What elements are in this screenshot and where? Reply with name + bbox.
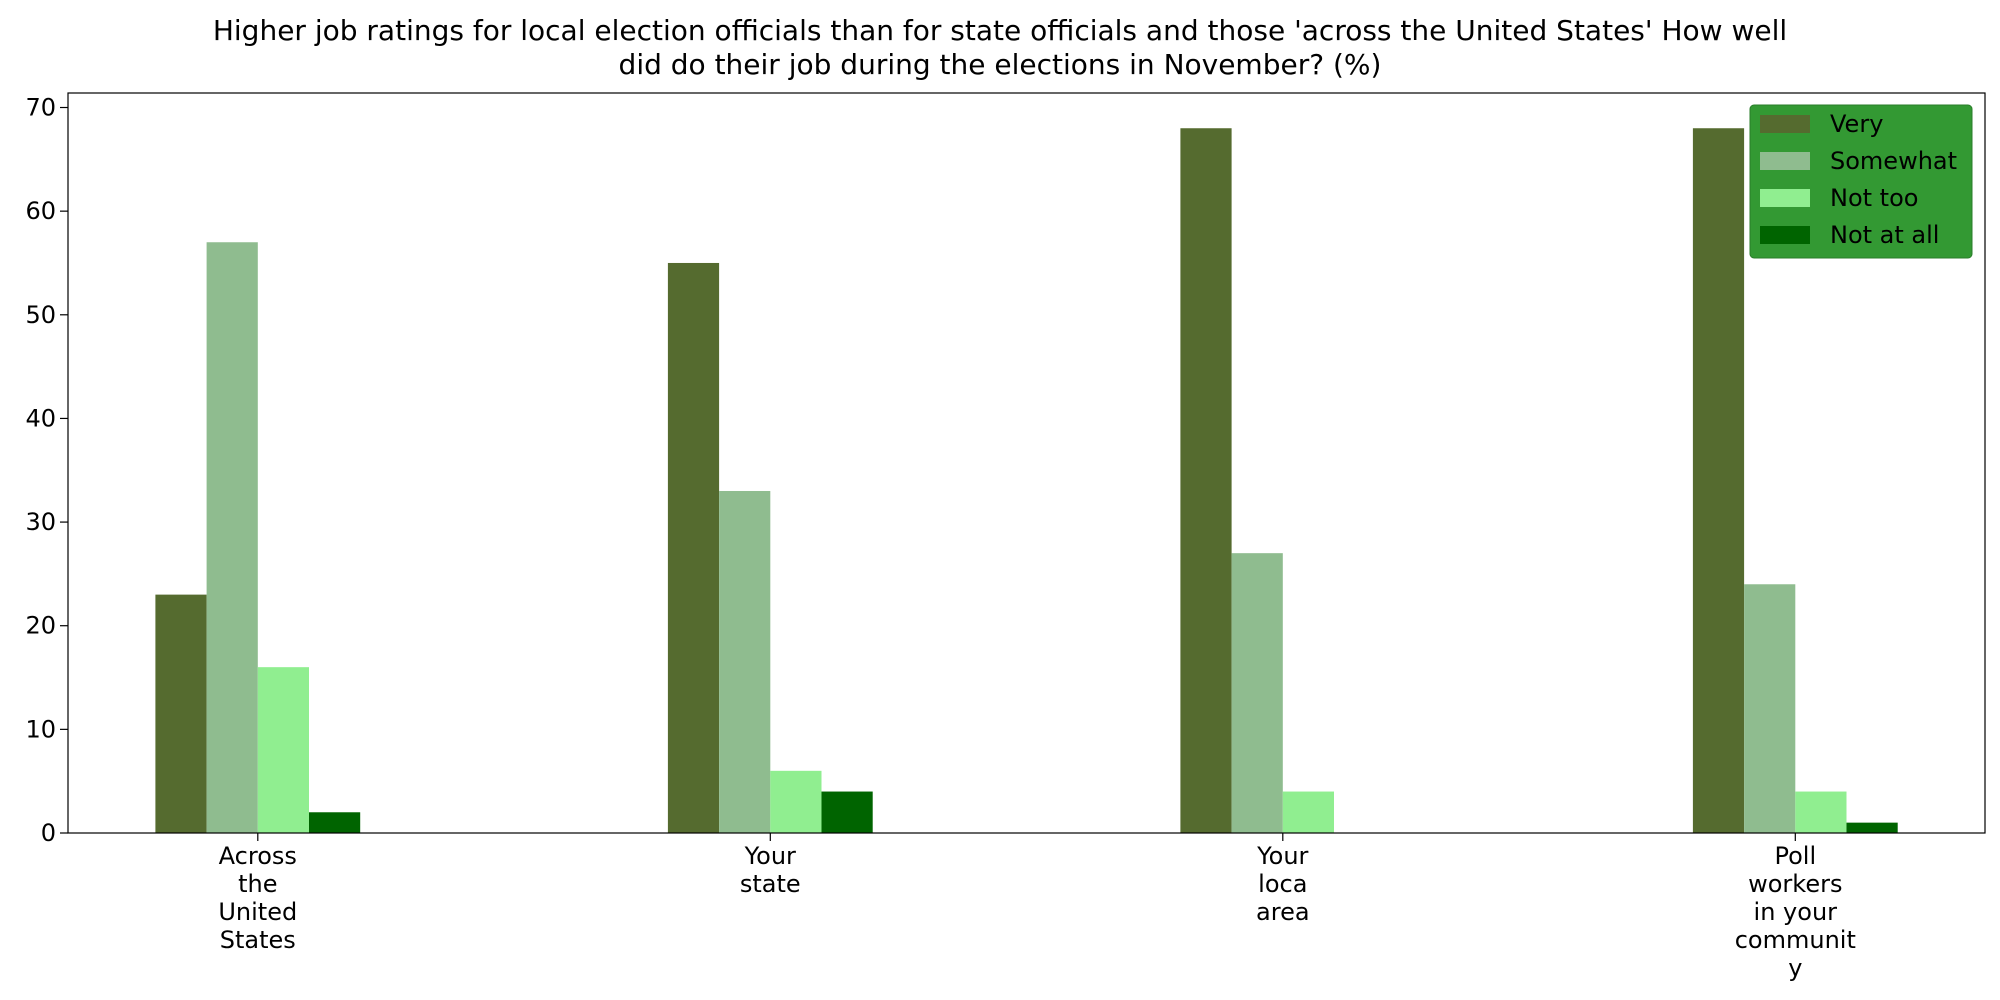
legend: Very Somewhat Not too Not at all bbox=[1749, 104, 1973, 259]
y-tick-label: 40 bbox=[25, 404, 56, 432]
x-tick-label: the bbox=[238, 870, 277, 898]
bar-not-too-1 bbox=[770, 770, 822, 833]
x-tick-label: Your bbox=[1256, 842, 1308, 870]
y-tick-label: 50 bbox=[25, 301, 56, 329]
bar-not-too-0 bbox=[257, 667, 309, 833]
y-tick-label: 30 bbox=[25, 508, 56, 536]
y-tick-label: 70 bbox=[25, 94, 56, 122]
legend-swatch-very bbox=[1760, 115, 1810, 133]
x-tick-label: area bbox=[1256, 898, 1310, 926]
bar-not-at-all-3 bbox=[1846, 822, 1898, 833]
x-tick-label: communit bbox=[1735, 926, 1856, 954]
x-tick-label: Across bbox=[219, 842, 297, 870]
legend-label: Somewhat bbox=[1830, 147, 1957, 175]
plot-frame bbox=[67, 92, 1986, 834]
bar-somewhat-3 bbox=[1744, 584, 1796, 833]
y-tick-label: 60 bbox=[25, 197, 56, 225]
legend-swatch-not-too bbox=[1760, 189, 1810, 207]
legend-label: Not too bbox=[1830, 184, 1918, 212]
legend-background bbox=[1749, 104, 1973, 259]
legend-label: Very bbox=[1830, 110, 1883, 138]
chart-title-line-1: Higher job ratings for local election of… bbox=[213, 14, 1787, 47]
bar-very-1 bbox=[667, 262, 720, 834]
bar-not-at-all-0 bbox=[309, 812, 361, 833]
x-tick-label: United bbox=[218, 898, 297, 926]
x-tick-label: loca bbox=[1258, 870, 1307, 898]
x-tick-label: States bbox=[220, 926, 296, 954]
bar-not-at-all-1 bbox=[821, 791, 873, 833]
x-axis: AcrosstheUnitedStatesYourstateYourlocaar… bbox=[218, 833, 1856, 982]
y-tick-label: 0 bbox=[41, 819, 56, 847]
bar-very-0 bbox=[155, 594, 207, 833]
legend-label: Not at all bbox=[1830, 221, 1939, 249]
x-tick-label: state bbox=[740, 870, 801, 898]
x-tick-label: Your bbox=[744, 842, 796, 870]
legend-swatch-not-at-all bbox=[1760, 226, 1810, 244]
x-tick-label: workers bbox=[1748, 870, 1842, 898]
bar-very-3 bbox=[1692, 128, 1745, 834]
bar-somewhat-2 bbox=[1231, 553, 1283, 833]
y-axis: 0 10 20 30 40 50 60 70 bbox=[25, 94, 68, 847]
bars-group bbox=[155, 128, 1898, 834]
legend-swatch-somewhat bbox=[1760, 152, 1810, 170]
y-tick-label: 20 bbox=[25, 612, 56, 640]
bar-somewhat-1 bbox=[719, 490, 771, 833]
y-tick-label: 10 bbox=[25, 715, 56, 743]
chart-title: Higher job ratings for local election of… bbox=[213, 14, 1787, 81]
bar-not-too-3 bbox=[1795, 791, 1847, 833]
bar-very-2 bbox=[1180, 128, 1232, 834]
chart-title-line-2: did do their job during the elections in… bbox=[619, 48, 1382, 81]
x-tick-label: Poll bbox=[1774, 842, 1816, 870]
bar-not-too-2 bbox=[1282, 791, 1334, 833]
x-tick-label: y bbox=[1788, 954, 1802, 982]
bar-somewhat-0 bbox=[206, 242, 258, 834]
x-tick-label: in your bbox=[1754, 898, 1838, 926]
